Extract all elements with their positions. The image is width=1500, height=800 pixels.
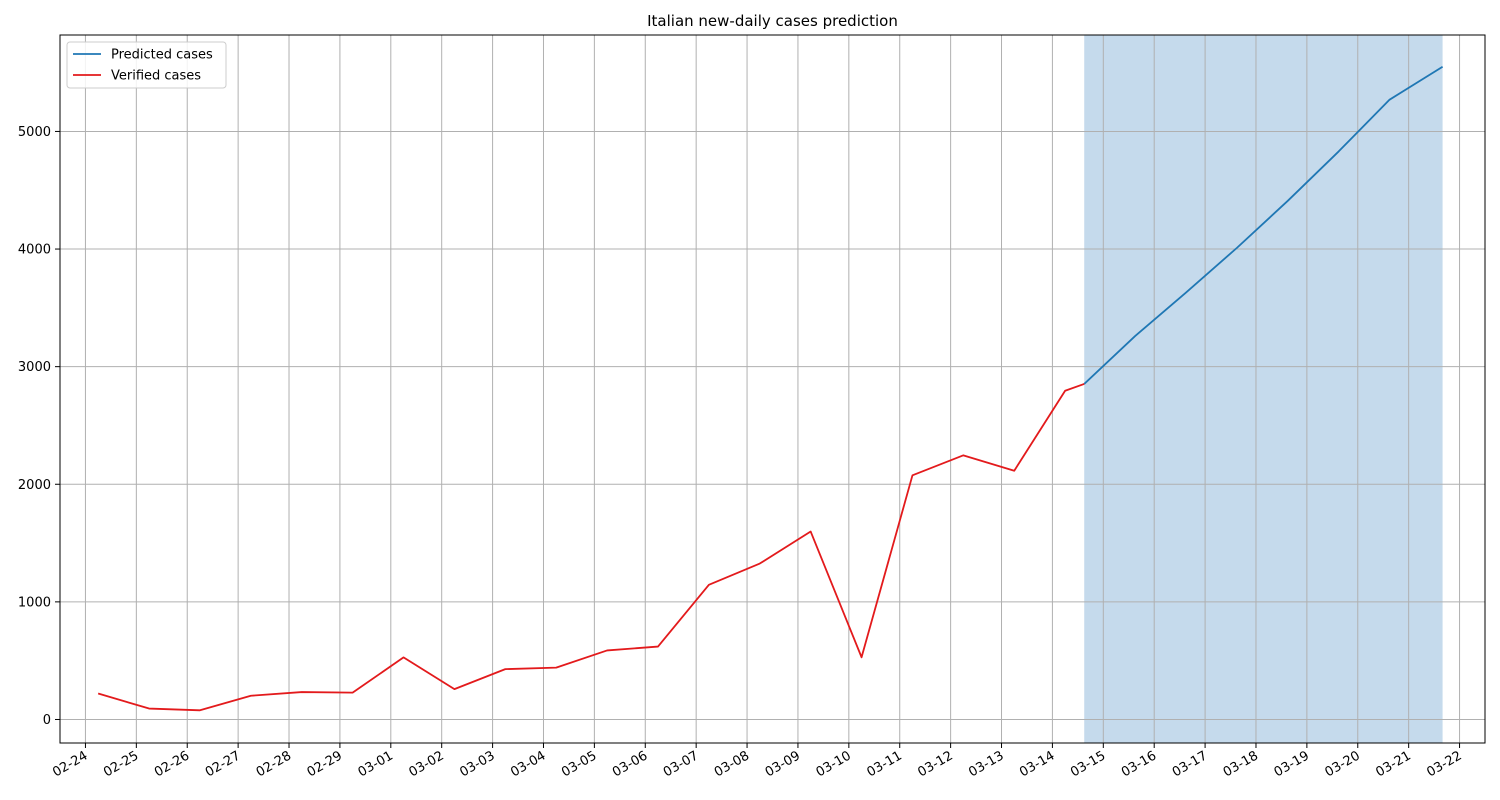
x-tick-label: 03-04 (508, 748, 548, 780)
x-tick-label: 03-12 (915, 748, 955, 780)
y-tick-label: 1000 (18, 595, 51, 610)
x-tick-label: 03-09 (763, 748, 803, 780)
x-tick-label: 03-18 (1221, 748, 1261, 780)
plot-frame (59, 34, 1486, 744)
series-layer (97, 65, 1444, 712)
x-tick-label: 02-27 (203, 748, 243, 780)
chart-title: Italian new-daily cases prediction (647, 12, 898, 30)
legend-box (66, 41, 227, 89)
axes-frame (59, 34, 1486, 744)
x-tick-label: 03-07 (661, 748, 701, 780)
y-tick-label: 2000 (18, 478, 51, 493)
x-tick-label: 03-20 (1323, 748, 1363, 780)
x-tick-label: 03-02 (406, 748, 446, 780)
x-tick-label: 03-11 (865, 748, 905, 780)
x-tick-label: 03-17 (1170, 748, 1210, 780)
x-tick-label: 03-01 (356, 748, 396, 780)
x-tick-label: 03-21 (1373, 748, 1413, 780)
x-tick-label: 02-29 (305, 748, 345, 780)
x-tick-label: 03-06 (610, 748, 650, 780)
grid-layer (60, 35, 1485, 743)
x-tick-label: 02-26 (152, 748, 192, 780)
legend-label-predicted-cases: Predicted cases (111, 48, 213, 63)
x-tick-label: 03-22 (1424, 748, 1464, 780)
legend: Predicted cases Verified cases (66, 41, 227, 89)
x-tick-label: 03-14 (1017, 748, 1057, 780)
prediction-shaded-region (1084, 35, 1443, 743)
x-tick-label: 03-05 (559, 748, 599, 780)
shaded-region-layer (1084, 35, 1443, 743)
x-axis-ticks: 02-24 02-25 02-26 02-27 02-28 02-29 03-01 03-02… (50, 743, 1465, 780)
y-tick-label: 0 (43, 713, 51, 728)
x-tick-label: 03-08 (712, 748, 752, 780)
legend-label-verified-cases: Verified cases (111, 69, 201, 84)
x-tick-label: 03-15 (1068, 748, 1108, 780)
x-tick-label: 02-24 (50, 748, 90, 780)
x-tick-label: 02-28 (254, 748, 294, 780)
y-tick-label: 3000 (18, 360, 51, 375)
predicted-cases-line (1083, 65, 1444, 385)
x-tick-label: 03-03 (457, 748, 497, 780)
y-tick-label: 4000 (18, 243, 51, 258)
x-tick-label: 03-19 (1272, 748, 1312, 780)
x-tick-label: 03-10 (814, 748, 854, 780)
y-axis-ticks: 0 1000 2000 3000 4000 5000 (18, 125, 60, 728)
verified-cases-line (97, 383, 1085, 712)
y-tick-label: 5000 (18, 125, 51, 140)
x-tick-label: 03-16 (1119, 748, 1159, 780)
x-tick-label: 03-13 (966, 748, 1006, 780)
x-tick-label: 02-25 (101, 748, 141, 780)
